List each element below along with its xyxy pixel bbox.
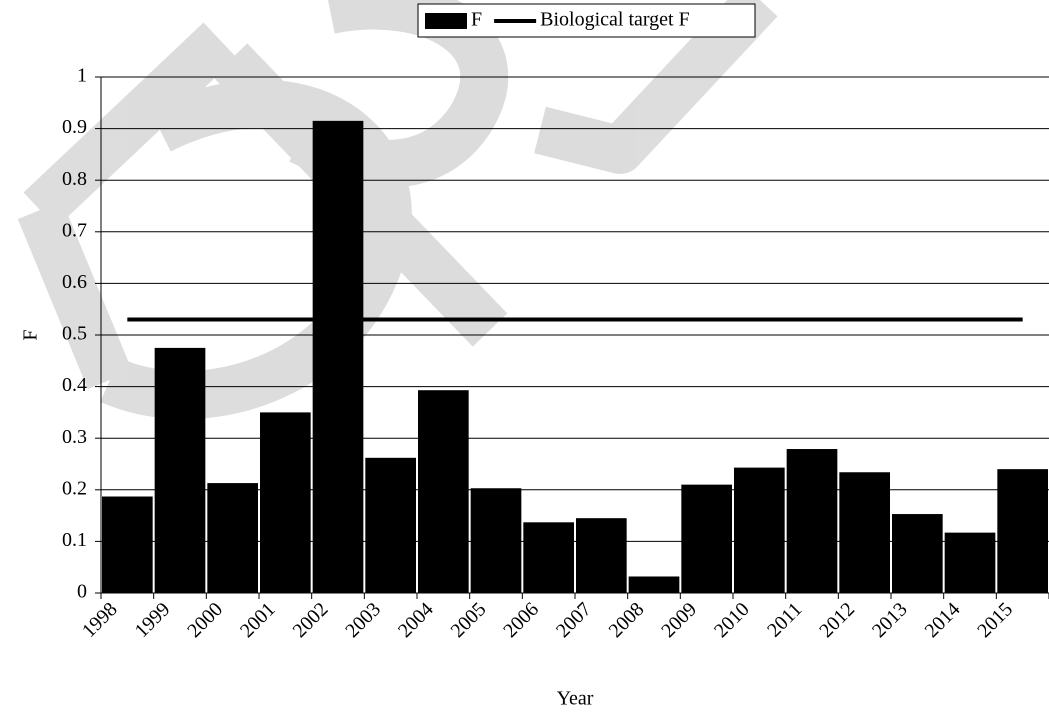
bar — [470, 488, 522, 593]
legend-label: Biological target F — [540, 9, 690, 31]
x-tick-label: 2005 — [447, 598, 491, 642]
legend-box — [417, 3, 756, 38]
y-axis-label: F — [20, 329, 42, 340]
bar — [786, 449, 838, 593]
y-tick-label: 0.6 — [62, 271, 87, 293]
bar — [892, 514, 943, 593]
x-tick-label: 2008 — [605, 598, 649, 642]
bar — [154, 347, 206, 593]
x-axis-label: Year — [557, 688, 594, 710]
bar — [576, 518, 627, 593]
x-tick-label: 1998 — [78, 598, 122, 642]
bar — [628, 576, 680, 593]
bar — [944, 532, 996, 593]
x-tick-label: 2003 — [341, 598, 385, 642]
bar — [260, 412, 311, 593]
bar — [102, 496, 153, 593]
x-tick-label: 2012 — [815, 598, 859, 642]
bar — [997, 469, 1048, 593]
bar — [418, 390, 469, 593]
x-tick-label: 2014 — [921, 598, 965, 642]
y-tick-label: 0.3 — [62, 426, 87, 448]
watermark-stroke — [534, 0, 778, 174]
x-tick-label: 2001 — [236, 598, 280, 642]
bar — [734, 467, 785, 593]
y-tick-label: 0.5 — [62, 323, 87, 345]
watermark — [17, 0, 778, 419]
y-tick-label: 1 — [77, 65, 87, 87]
bar — [365, 457, 416, 593]
legend-label: F — [471, 9, 482, 31]
y-tick-label: 0.9 — [62, 116, 87, 138]
legend-swatch — [425, 13, 467, 29]
y-tick-label: 0.7 — [62, 219, 87, 241]
x-tick-label: 1999 — [131, 598, 175, 642]
bar — [207, 483, 258, 593]
x-tick-label: 2013 — [868, 598, 912, 642]
y-tick-label: 0.2 — [62, 477, 87, 499]
x-tick-label: 2009 — [657, 598, 701, 642]
x-tick-label: 2010 — [710, 598, 754, 642]
bar — [681, 484, 732, 593]
x-tick-label: 2007 — [552, 598, 596, 642]
x-tick-label: 2006 — [499, 598, 543, 642]
y-tick-label: 0.1 — [62, 529, 87, 551]
y-tick-label: 0.8 — [62, 168, 87, 190]
x-tick-label: 2002 — [289, 598, 333, 642]
x-tick-label: 2000 — [183, 598, 227, 642]
x-tick-label: 2015 — [973, 598, 1017, 642]
y-tick-label: 0 — [77, 581, 87, 603]
x-tick-label: 2004 — [394, 598, 438, 642]
x-tick-label: 2011 — [763, 598, 806, 641]
bar — [312, 120, 364, 594]
bar — [839, 472, 890, 593]
bar — [523, 522, 574, 593]
y-tick-label: 0.4 — [62, 374, 87, 396]
